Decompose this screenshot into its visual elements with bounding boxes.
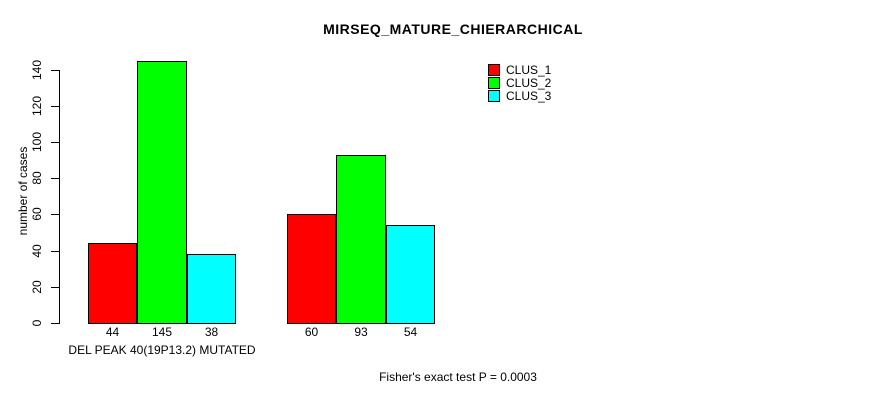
legend-row: CLUS_2 [488,77,551,89]
bar [386,225,435,324]
y-axis-tick-label: 20 [30,280,44,294]
bar [336,155,386,324]
annotation-fisher-test: Fisher's exact test P = 0.0003 [379,370,537,384]
group-label: DEL PEAK 40(19P13.2) MUTATED [68,343,256,357]
legend-label: CLUS_3 [506,89,552,103]
y-axis-tick-label: 40 [30,244,44,258]
legend-swatch-icon [488,90,500,102]
y-axis-tick-label: 120 [30,95,44,117]
bar [88,243,137,324]
legend-swatch-icon [488,64,500,76]
legend-swatch-icon [488,77,500,89]
y-axis-line [59,69,60,324]
y-axis-tick [51,214,59,215]
y-axis-tick [51,287,59,288]
y-axis-tick-label: 140 [30,59,44,81]
legend: CLUS_1 CLUS_2 CLUS_3 [488,64,551,103]
bar [187,254,236,324]
legend-label: CLUS_1 [506,63,552,77]
y-axis-tick [51,323,59,324]
y-axis-tick [51,178,59,179]
y-axis-tick [51,70,59,71]
bar-value-label: 54 [403,325,418,339]
legend-label: CLUS_2 [506,76,552,90]
y-axis-tick [51,106,59,107]
bar [287,214,336,324]
chart-title: MIRSEQ_MATURE_CHIERARCHICAL [323,21,583,37]
bar-value-label: 93 [354,325,368,339]
y-axis-tick-label: 80 [30,171,44,185]
y-axis-tick [51,251,59,252]
y-axis-tick-label: 60 [30,207,44,221]
bar-value-label: 60 [304,325,319,339]
y-axis-tick-label: 100 [30,131,44,153]
bar-value-label: 145 [151,325,173,339]
bar [137,61,187,324]
legend-row: CLUS_3 [488,90,551,102]
legend-row: CLUS_1 [488,64,551,76]
y-axis-tick-label: 0 [30,319,44,327]
bar-value-label: 38 [204,325,219,339]
bar-value-label: 44 [105,325,120,339]
y-axis-tick [51,142,59,143]
